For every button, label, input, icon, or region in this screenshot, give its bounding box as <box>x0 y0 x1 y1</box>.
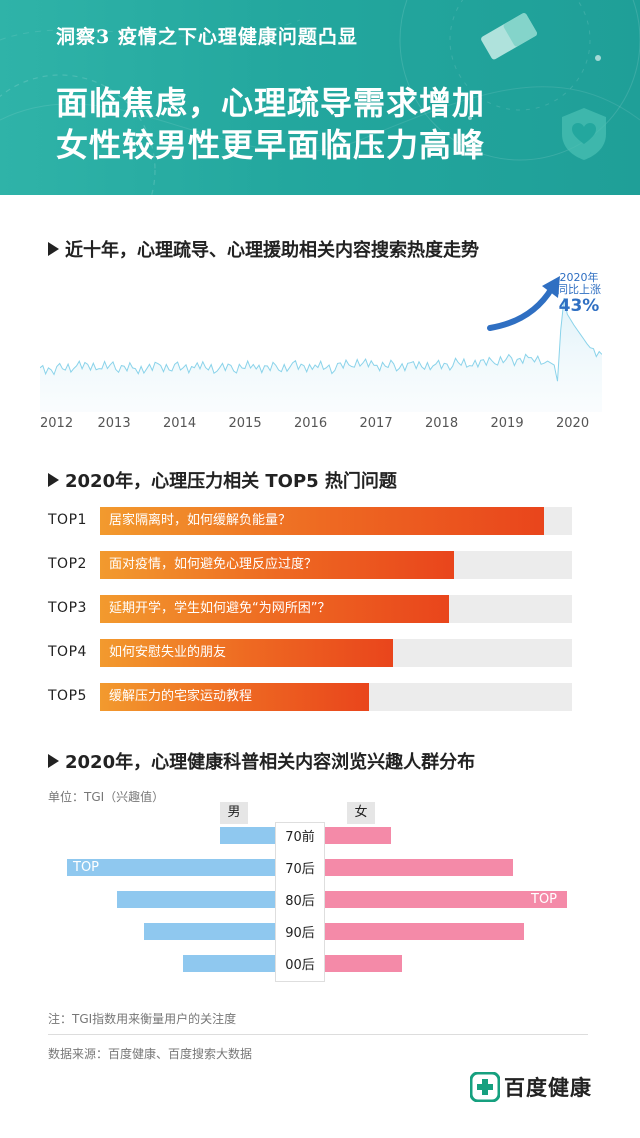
male-bar <box>220 827 275 844</box>
top-bar-track: 缓解压力的宅家运动教程 <box>100 683 572 711</box>
top-bar-track: 面对疫情，如何避免心理反应过度？ <box>100 551 572 579</box>
header-title-line2: 女性较男性更早面临压力高峰 <box>56 126 486 164</box>
x-tick-2015: 2015 <box>228 416 262 431</box>
top-bar-track: 延期开学，学生如何避免“为网所困”？ <box>100 595 572 623</box>
female-bar <box>325 859 513 876</box>
header-kicker: 洞察3 疫情之下心理健康问题凸显 <box>56 26 358 48</box>
rise-arrow-head-icon <box>542 276 560 298</box>
male-top-mark: TOP <box>73 860 100 875</box>
play-triangle-icon <box>48 242 59 256</box>
section2-title: 2020年，心理压力相关 TOP5 热门问题 <box>48 467 397 493</box>
pill-icon <box>481 13 537 60</box>
male-bar <box>144 923 275 940</box>
generation-label: 80后 <box>285 894 315 909</box>
brand-name: 百度健康 <box>504 1076 592 1100</box>
annotation-year: 2020年 <box>559 271 599 284</box>
section2-title-text: 2020年，心理压力相关 TOP5 热门问题 <box>65 471 397 492</box>
generation-label: 90后 <box>285 926 315 941</box>
health-cross-icon <box>470 1072 500 1102</box>
generation-label: 70前 <box>285 830 315 845</box>
annotation-value: 43% <box>558 296 600 316</box>
header-decoration <box>0 0 640 195</box>
x-tick-2019: 2019 <box>490 416 524 431</box>
x-tick-2012: 2012 <box>40 416 74 431</box>
generation-axis-box <box>275 822 325 982</box>
heart-shield-icon <box>562 108 606 160</box>
x-tick-2013: 2013 <box>97 416 131 431</box>
female-bar <box>325 827 391 844</box>
top-question-text: 延期开学，学生如何避免“为网所困”？ <box>109 601 331 616</box>
trend-chart <box>40 276 602 412</box>
top-bar-track: 居家隔离时，如何缓解负能量？ <box>100 507 572 535</box>
x-tick-2017: 2017 <box>359 416 393 431</box>
trend-area <box>40 298 602 412</box>
top-rank-label: TOP5 <box>48 688 87 704</box>
male-bar <box>67 859 275 876</box>
rise-arrow-icon <box>487 285 555 331</box>
top-bar: 缓解压力的宅家运动教程 <box>100 683 370 711</box>
top-question-text: 如何安慰失业的朋友 <box>109 645 227 660</box>
female-bar <box>325 891 567 908</box>
annotation-label: 同比上涨 <box>557 283 601 296</box>
brand-logo: 百度健康 <box>470 1072 592 1102</box>
male-bar <box>117 891 275 908</box>
top-bar: 面对疫情，如何避免心理反应过度？ <box>100 551 454 579</box>
x-tick-2018: 2018 <box>425 416 459 431</box>
play-triangle-icon <box>48 473 59 487</box>
x-tick-2020: 2020 <box>556 416 590 431</box>
section1-title-text: 近十年，心理疏导、心理援助相关内容搜索热度走势 <box>65 240 479 261</box>
legend-female: 女 <box>347 802 375 824</box>
trend-line <box>40 298 602 382</box>
top-rank-label: TOP1 <box>48 512 87 528</box>
header-title-line1: 面临焦虑，心理疏导需求增加 <box>56 84 486 122</box>
male-bar <box>183 955 275 972</box>
section1-title: 近十年，心理疏导、心理援助相关内容搜索热度走势 <box>48 236 479 262</box>
section3-title: 2020年，心理健康科普相关内容浏览兴趣人群分布 <box>48 748 475 774</box>
top-rank-label: TOP4 <box>48 644 87 660</box>
top-rank-label: TOP3 <box>48 600 87 616</box>
source-note: 数据来源：百度健康、百度搜索大数据 <box>48 1047 253 1061</box>
generation-label: 70后 <box>285 862 315 877</box>
top-question-text: 居家隔离时，如何缓解负能量？ <box>109 513 292 528</box>
x-tick-2016: 2016 <box>294 416 328 431</box>
x-tick-2014: 2014 <box>163 416 197 431</box>
top-bar: 居家隔离时，如何缓解负能量？ <box>100 507 544 535</box>
legend-male: 男 <box>220 802 248 824</box>
play-triangle-icon <box>48 754 59 768</box>
unit-label: 单位：TGI（兴趣值） <box>48 790 165 804</box>
female-bar <box>325 955 402 972</box>
top-bar-track: 如何安慰失业的朋友 <box>100 639 572 667</box>
top-rank-label: TOP2 <box>48 556 87 572</box>
top-bar: 延期开学，学生如何避免“为网所困”？ <box>100 595 450 623</box>
female-bar <box>325 923 524 940</box>
top-question-text: 面对疫情，如何避免心理反应过度？ <box>109 557 318 572</box>
top-question-text: 缓解压力的宅家运动教程 <box>109 689 253 704</box>
divider <box>48 1034 588 1035</box>
header-banner: 洞察3 疫情之下心理健康问题凸显 面临焦虑，心理疏导需求增加 女性较男性更早面临… <box>0 0 640 195</box>
top-bar: 如何安慰失业的朋友 <box>100 639 393 667</box>
female-top-mark: TOP <box>531 892 558 907</box>
generation-label: 00后 <box>285 958 315 973</box>
section3-title-text: 2020年，心理健康科普相关内容浏览兴趣人群分布 <box>65 752 476 773</box>
tgi-note: 注：TGI指数用来衡量用户的关注度 <box>48 1012 237 1026</box>
